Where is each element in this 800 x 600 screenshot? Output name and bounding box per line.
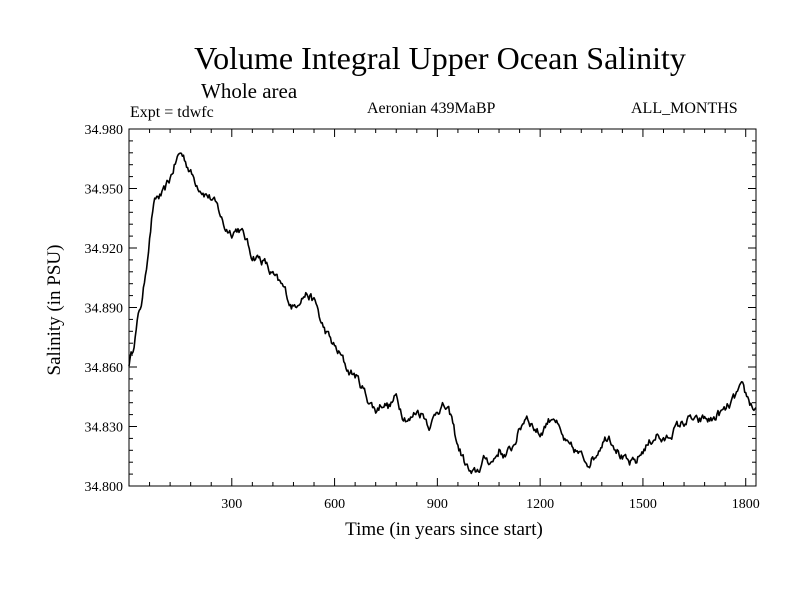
y-tick-label: 34.890 xyxy=(85,302,124,317)
y-tick-label: 34.950 xyxy=(85,183,124,198)
y-tick-label: 34.980 xyxy=(85,123,124,138)
period-label: Aeronian 439MaBP xyxy=(367,100,496,117)
chart-subtitle: Whole area xyxy=(201,79,298,103)
y-tick-label: 34.920 xyxy=(85,242,124,257)
tick-group: 300 600 900 1200 1500 1800 34.800 34.830 34.860 3… xyxy=(85,123,760,512)
y-tick-label: 34.860 xyxy=(85,361,124,376)
x-tick-label: 1200 xyxy=(526,497,554,512)
x-tick-label: 300 xyxy=(221,497,242,512)
x-tick-label: 1500 xyxy=(629,497,657,512)
plot-frame xyxy=(128,128,757,487)
months-label: ALL_MONTHS xyxy=(631,100,738,117)
x-tick-label: 1800 xyxy=(732,497,760,512)
y-tick-label: 34.830 xyxy=(85,421,124,436)
x-tick-label: 600 xyxy=(324,497,345,512)
y-tick-label: 34.800 xyxy=(85,480,124,495)
x-axis-label: Time (in years since start) xyxy=(345,519,543,540)
experiment-label: Expt = tdwfc xyxy=(130,104,214,121)
chart-title: Volume Integral Upper Ocean Salinity xyxy=(194,40,686,76)
x-tick-label: 900 xyxy=(427,497,448,512)
series-line-salinity xyxy=(128,152,757,475)
